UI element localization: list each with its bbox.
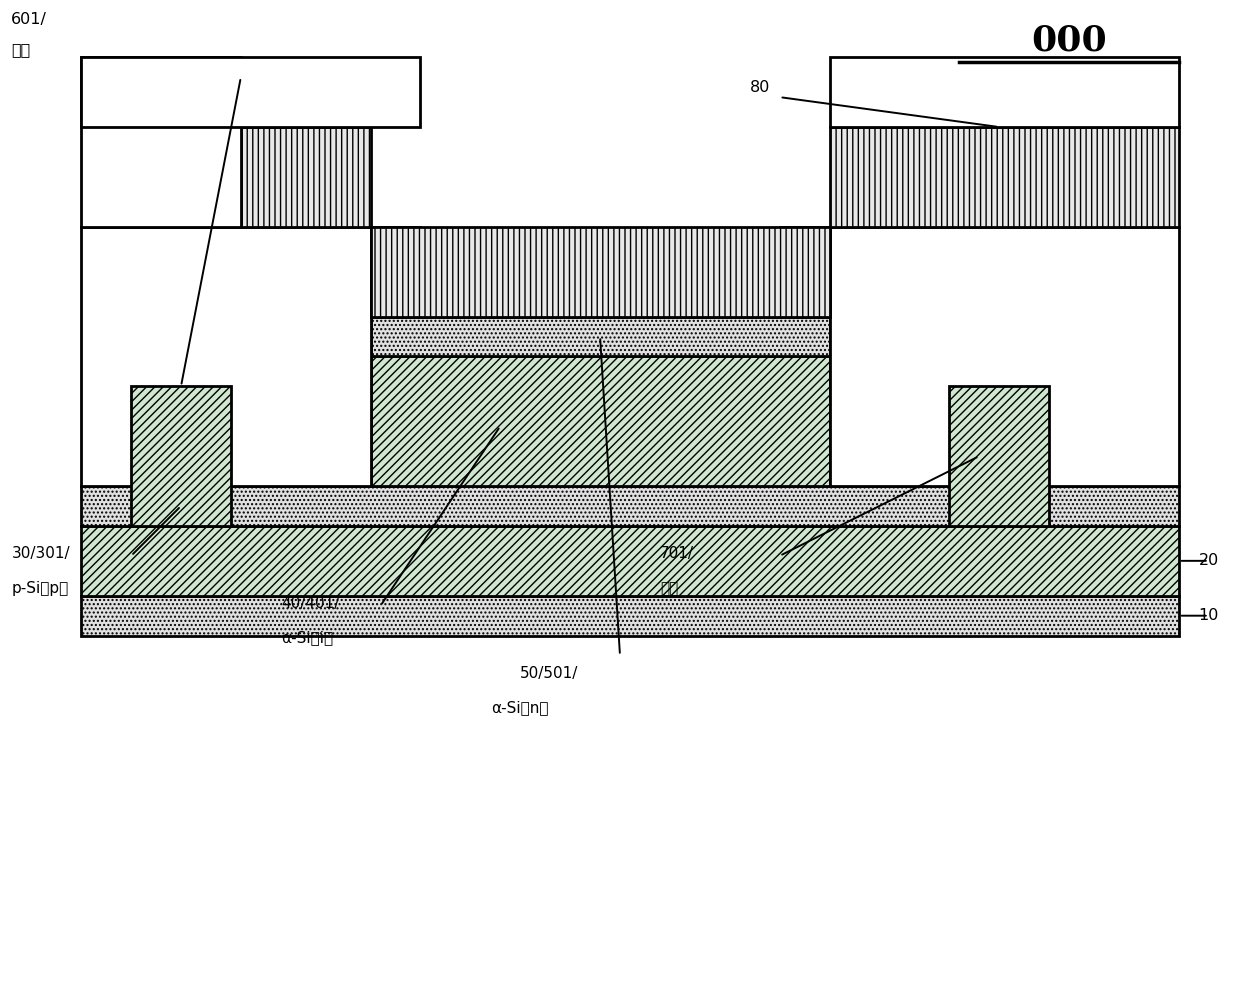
Text: α-Si（i）: α-Si（i）: [280, 631, 332, 646]
Bar: [830, 127, 1179, 226]
Text: 80: 80: [750, 79, 770, 95]
Text: 40/401/: 40/401/: [280, 596, 339, 611]
Bar: [780, 226, 830, 317]
Bar: [830, 57, 1179, 127]
Text: 30/301/: 30/301/: [11, 546, 69, 561]
Text: 10: 10: [1199, 609, 1219, 623]
Bar: [371, 317, 830, 356]
Text: 20: 20: [1199, 553, 1219, 568]
Text: 000: 000: [1032, 23, 1107, 57]
Text: 阳极: 阳极: [11, 42, 31, 57]
Bar: [950, 386, 1049, 526]
Bar: [81, 486, 1179, 526]
Text: α-Si（n）: α-Si（n）: [491, 700, 549, 715]
Bar: [241, 127, 371, 226]
Text: 阴极: 阴极: [660, 580, 678, 596]
Bar: [131, 386, 231, 526]
Bar: [371, 356, 830, 486]
Bar: [81, 57, 420, 127]
Text: p-Si（p）: p-Si（p）: [11, 580, 68, 596]
Bar: [371, 226, 420, 317]
Text: 601/: 601/: [11, 12, 47, 27]
Bar: [81, 226, 371, 486]
Text: 701/: 701/: [660, 546, 694, 561]
Bar: [81, 526, 1179, 596]
Text: 50/501/: 50/501/: [521, 666, 579, 680]
Bar: [830, 226, 1179, 486]
Bar: [81, 596, 1179, 636]
Bar: [81, 57, 241, 226]
Bar: [371, 226, 830, 317]
